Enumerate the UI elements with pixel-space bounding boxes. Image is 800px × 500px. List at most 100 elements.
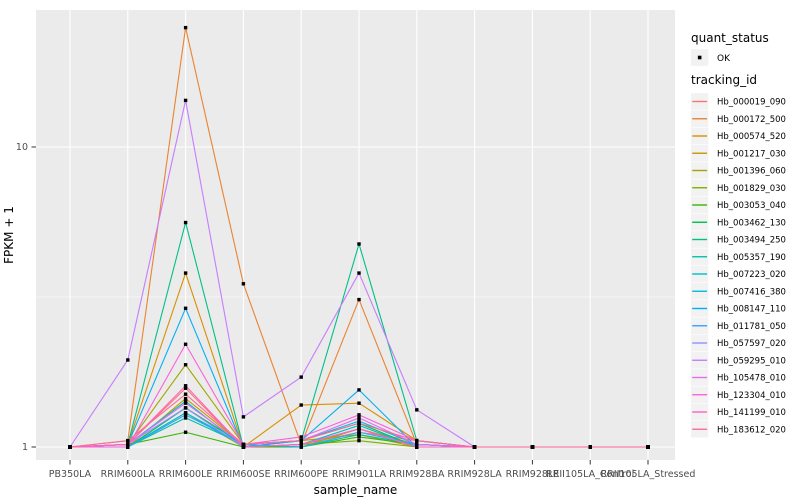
- data-point: [646, 445, 650, 449]
- legend-label: Hb_123304_010: [717, 391, 786, 401]
- legend-label: Hb_059295_010: [717, 356, 786, 366]
- data-point: [357, 416, 361, 420]
- data-point: [357, 423, 361, 428]
- data-point: [183, 406, 188, 410]
- x-axis-title: sample_name: [314, 483, 398, 497]
- data-point: [183, 430, 188, 434]
- legend-entry-Hb_011781_050: Hb_011781_050: [691, 317, 786, 335]
- legend-label: Hb_007416_380: [717, 287, 786, 297]
- data-point: [183, 396, 188, 401]
- y-axis-title: FPKM + 1: [2, 206, 16, 264]
- data-points: [68, 25, 650, 449]
- data-point: [68, 445, 72, 449]
- data-point: [183, 363, 188, 367]
- x-tick-label: RRIM928BA: [389, 469, 445, 480]
- legend-entry-Hb_000172_500: Hb_000172_500: [691, 110, 786, 128]
- data-point: [357, 401, 361, 405]
- data-point: [241, 445, 246, 449]
- legend-entry-Hb_003053_040: Hb_003053_040: [691, 196, 786, 214]
- data-point: [588, 445, 592, 449]
- legend-label: Hb_008147_110: [717, 305, 786, 315]
- x-tick-label: RRIM600PE: [274, 469, 328, 480]
- data-point: [183, 411, 188, 415]
- data-point: [357, 432, 361, 437]
- x-tick-label: RRIM901LA: [332, 469, 387, 480]
- legend-entry-Hb_141199_010: Hb_141199_010: [691, 403, 786, 421]
- legend-entry-Hb_059295_010: Hb_059295_010: [691, 351, 786, 369]
- legend-label: Hb_000574_520: [717, 132, 786, 142]
- x-axis-labels: PB350LA RRIM600LA RRIM600LE RRIM600SE RRIM60…: [49, 469, 696, 480]
- legend-label: Hb_011781_050: [717, 322, 786, 332]
- legend-entry-Hb_007223_020: Hb_007223_020: [691, 265, 786, 283]
- legend-entry-Hb_003494_250: Hb_003494_250: [691, 231, 786, 248]
- data-point: [183, 220, 188, 225]
- data-point: [415, 442, 419, 447]
- plot-panel: [36, 10, 675, 460]
- black-square-point-icon: [697, 55, 702, 60]
- data-point: [299, 435, 303, 439]
- legend-entry-Hb_001829_030: Hb_001829_030: [691, 179, 786, 197]
- data-point: [299, 403, 303, 407]
- data-point: [183, 392, 188, 396]
- data-point: [357, 419, 361, 423]
- data-point: [415, 445, 419, 449]
- data-point: [357, 271, 361, 275]
- x-tick-label: RRIM928LA: [447, 469, 502, 480]
- x-tick-label: RRIM600LE: [159, 469, 213, 480]
- data-point: [183, 342, 188, 346]
- legend-entry-Hb_000574_520: Hb_000574_520: [691, 127, 786, 145]
- y-tick-label: 1: [22, 442, 28, 453]
- data-point: [183, 416, 188, 420]
- data-point: [530, 445, 535, 449]
- legend-label-quant-status: OK: [717, 54, 731, 64]
- data-point: [299, 438, 303, 443]
- legend-label: Hb_000019_090: [717, 98, 786, 108]
- data-point: [357, 413, 361, 417]
- data-point: [183, 401, 188, 405]
- legend-label: Hb_003053_040: [717, 201, 786, 211]
- data-point: [183, 98, 188, 103]
- data-point: [183, 399, 188, 404]
- data-point: [183, 384, 188, 388]
- x-tick-label: RRII105LA_Control: [546, 469, 634, 480]
- data-point: [299, 375, 303, 379]
- axis-ticks: [31, 146, 649, 465]
- legend-entry-Hb_123304_010: Hb_123304_010: [691, 386, 786, 404]
- legend-entry-Hb_005357_190: Hb_005357_190: [691, 248, 786, 266]
- data-point: [357, 388, 361, 392]
- y-tick-label: 10: [16, 142, 28, 153]
- data-point: [357, 297, 361, 302]
- data-point: [183, 386, 188, 390]
- data-point: [126, 445, 130, 449]
- legend-entry-Hb_001396_060: Hb_001396_060: [691, 162, 786, 179]
- data-point: [357, 242, 361, 246]
- data-point: [183, 271, 188, 275]
- legend-label: Hb_141199_010: [717, 408, 786, 418]
- legend: quant_status OK tracking_id Hb_000019_090 Hb…: [691, 31, 786, 438]
- legend-entry-Hb_003462_130: Hb_003462_130: [691, 213, 786, 231]
- data-point: [183, 306, 188, 310]
- legend-entry-Hb_057597_020: Hb_057597_020: [691, 334, 786, 352]
- data-point: [415, 438, 419, 443]
- y-axis-labels: 1 10: [16, 142, 28, 453]
- x-tick-label: RRII105LA_Stressed: [601, 469, 696, 480]
- data-point: [472, 445, 477, 449]
- data-point: [126, 438, 130, 443]
- data-point: [241, 415, 246, 419]
- data-point: [241, 442, 246, 447]
- legend-label: Hb_000172_500: [717, 115, 786, 125]
- legend-label: Hb_001396_060: [717, 167, 786, 177]
- legend-label: Hb_003462_130: [717, 218, 786, 228]
- data-point: [357, 427, 361, 431]
- data-point: [357, 430, 361, 434]
- legend-label: Hb_003494_250: [717, 236, 786, 246]
- legend-label: Hb_005357_190: [717, 253, 786, 263]
- gridlines: [36, 10, 675, 460]
- legend-title-tracking-id: tracking_id: [691, 73, 757, 87]
- legend-label: Hb_057597_020: [717, 339, 786, 349]
- legend-entry-Hb_001217_030: Hb_001217_030: [691, 144, 786, 162]
- x-tick-label: RRIM600LA: [101, 469, 156, 480]
- x-tick-label: PB350LA: [49, 469, 92, 480]
